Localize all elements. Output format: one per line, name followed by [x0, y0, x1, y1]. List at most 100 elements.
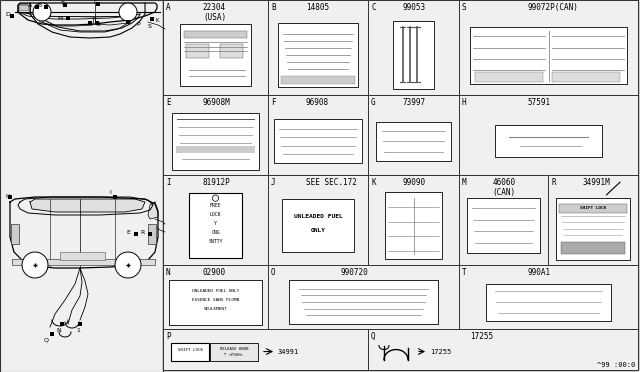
Text: 96908: 96908: [306, 98, 329, 107]
Text: H: H: [462, 98, 467, 107]
Text: N: N: [166, 268, 171, 277]
Text: C: C: [371, 3, 376, 12]
Bar: [50, 332, 54, 336]
Text: Q: Q: [44, 337, 49, 343]
Bar: [220, 44, 243, 58]
Text: J: J: [271, 178, 276, 187]
Text: N: N: [56, 327, 61, 333]
Polygon shape: [148, 202, 158, 219]
Bar: [459, 0, 638, 95]
Text: O: O: [271, 268, 276, 277]
Bar: [268, 0, 368, 95]
Text: 81912P: 81912P: [203, 178, 230, 187]
Bar: [180, 24, 252, 86]
Bar: [186, 44, 209, 58]
Polygon shape: [115, 252, 141, 278]
Text: E: E: [166, 98, 171, 107]
Text: Q: Q: [371, 332, 376, 341]
Text: 99053: 99053: [403, 3, 426, 12]
Text: E: E: [126, 230, 130, 234]
Text: A: A: [28, 3, 32, 8]
Bar: [19, 5, 28, 10]
Text: Y: Y: [214, 221, 217, 226]
Bar: [467, 198, 540, 253]
Bar: [475, 72, 543, 82]
Bar: [268, 175, 368, 265]
Text: H: H: [5, 195, 10, 199]
Bar: [368, 329, 638, 370]
Text: I: I: [109, 190, 111, 195]
Text: SHIFT LOCK: SHIFT LOCK: [580, 206, 606, 210]
Text: T: T: [462, 268, 467, 277]
Text: 99072P(CAN): 99072P(CAN): [527, 3, 578, 12]
Bar: [163, 175, 268, 265]
Bar: [385, 192, 442, 259]
Bar: [556, 198, 630, 260]
Text: C: C: [94, 0, 98, 5]
Text: S: S: [462, 3, 467, 12]
Polygon shape: [22, 252, 48, 278]
Text: 96908M: 96908M: [203, 98, 230, 107]
Bar: [66, 16, 70, 20]
Text: 46060
(CAN): 46060 (CAN): [493, 178, 516, 198]
Text: SEULEMENT: SEULEMENT: [204, 307, 227, 311]
Circle shape: [212, 195, 219, 201]
Text: A: A: [166, 3, 171, 12]
Text: 990A1: 990A1: [527, 268, 550, 277]
Bar: [561, 241, 625, 254]
Bar: [163, 329, 368, 370]
Bar: [368, 175, 459, 265]
Polygon shape: [40, 14, 133, 31]
Bar: [282, 199, 354, 251]
Bar: [171, 343, 209, 360]
Bar: [163, 95, 268, 175]
Text: B: B: [271, 3, 276, 12]
Bar: [60, 322, 64, 326]
Text: 99090: 99090: [403, 178, 426, 187]
Text: P: P: [136, 22, 140, 26]
Text: ONLY: ONLY: [310, 228, 326, 233]
Text: 17255: 17255: [470, 332, 493, 341]
Bar: [0, 0, 163, 372]
Text: 14805: 14805: [306, 3, 329, 12]
Bar: [210, 343, 258, 360]
Text: FREE: FREE: [210, 203, 221, 208]
Bar: [150, 17, 154, 21]
Bar: [10, 14, 14, 18]
Bar: [170, 280, 262, 324]
Bar: [268, 95, 368, 175]
Bar: [274, 119, 362, 163]
Bar: [189, 193, 242, 258]
Text: R: R: [141, 230, 145, 234]
Bar: [268, 265, 459, 329]
Bar: [63, 3, 67, 7]
Bar: [44, 5, 48, 9]
Text: G: G: [371, 98, 376, 107]
Bar: [278, 23, 358, 87]
Polygon shape: [33, 3, 51, 21]
Bar: [559, 204, 627, 213]
Text: 990720: 990720: [340, 268, 369, 277]
Text: D: D: [6, 13, 10, 17]
Bar: [289, 280, 438, 324]
Bar: [175, 146, 255, 153]
Bar: [376, 122, 451, 161]
Bar: [96, 2, 100, 6]
Bar: [393, 21, 434, 89]
Bar: [459, 265, 638, 329]
Bar: [60, 252, 105, 260]
Bar: [95, 21, 99, 25]
Text: B: B: [38, 3, 42, 8]
Text: M: M: [58, 16, 63, 22]
Text: T: T: [61, 1, 65, 6]
Text: R: R: [551, 178, 556, 187]
Bar: [172, 113, 259, 170]
Bar: [8, 195, 12, 199]
Text: P: P: [166, 332, 171, 341]
Bar: [134, 232, 138, 236]
Text: K: K: [155, 17, 159, 22]
Text: 34991M: 34991M: [582, 178, 610, 187]
Text: 1: 1: [76, 327, 80, 333]
Text: CNG: CNG: [211, 230, 220, 235]
Bar: [486, 283, 611, 321]
